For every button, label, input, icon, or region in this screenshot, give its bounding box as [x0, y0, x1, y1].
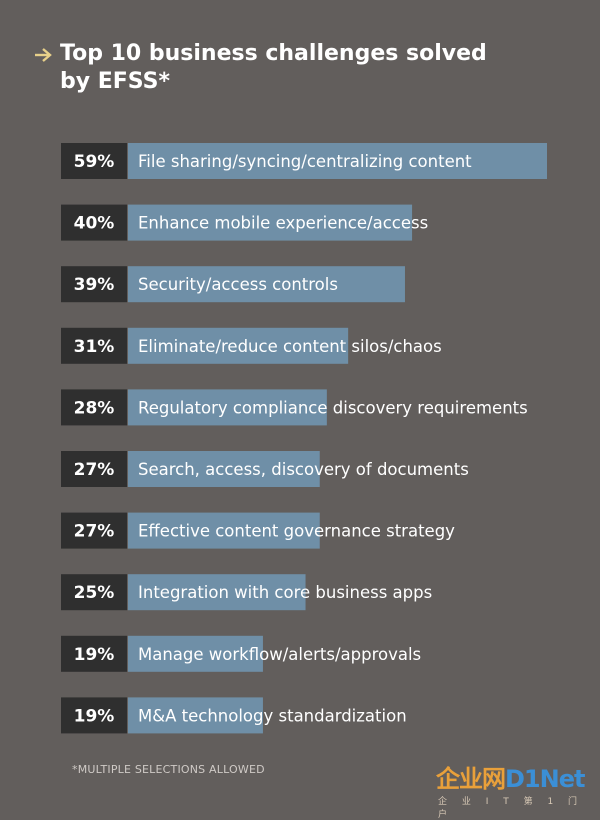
pct-label: 39%: [74, 275, 115, 295]
watermark-main: 企业网D1Net: [436, 764, 585, 794]
bar-row: 59% File sharing/syncing/centralizing con…: [61, 143, 547, 179]
bar-row: 31% Eliminate/reduce content silos/chaos: [61, 327, 442, 364]
category-label: Search, access, discovery of documents: [138, 460, 469, 479]
pct-box: [61, 574, 127, 611]
pct-label: 27%: [74, 460, 115, 480]
bar-row: 27% Effective content governance strategy: [61, 512, 455, 549]
bar-row: 25% Integration with core business apps: [61, 574, 432, 611]
watermark-sub: 企 业 I T 第 1 门 户: [438, 797, 584, 820]
pct-box: [61, 266, 127, 303]
arrow-right-icon: [35, 48, 52, 62]
bar: [128, 512, 320, 549]
bar-row: 40% Enhance mobile experience/access: [61, 204, 428, 241]
watermark-main-cn: 企业网: [436, 765, 506, 793]
bar: [128, 451, 320, 487]
category-label: Effective content governance strategy: [138, 522, 455, 541]
category-label: Security/access controls: [138, 275, 338, 294]
pct-box: [61, 143, 127, 179]
bar-row: 19% Manage workflow/alerts/approvals: [61, 635, 421, 672]
pct-box: [61, 697, 127, 734]
bar-row: 19% M&A technology standardization: [61, 697, 407, 734]
chart-title: Top 10 business challenges solved by EFS…: [60, 41, 487, 94]
bar-row: 39% Security/access controls: [61, 266, 405, 303]
pct-label: 27%: [74, 522, 115, 542]
pct-box: [61, 204, 127, 241]
bar: [128, 697, 263, 734]
pct-label: 59%: [74, 152, 115, 172]
category-label: File sharing/syncing/centralizing conten…: [138, 152, 472, 171]
watermark-brand: D1Net: [505, 765, 585, 793]
bar: [128, 327, 349, 364]
pct-label: 28%: [74, 398, 115, 418]
pct-box: [61, 512, 127, 549]
bar: [128, 204, 413, 241]
pct-label: 31%: [74, 337, 115, 357]
bar: [128, 143, 547, 179]
watermark-logo: 企业网D1Net 企 业 I T 第 1 门 户: [436, 764, 600, 820]
bar: [128, 635, 263, 672]
category-label: Eliminate/reduce content silos/chaos: [138, 337, 442, 356]
category-label: M&A technology standardization: [138, 706, 407, 725]
pct-box: [61, 451, 127, 487]
pct-box: [61, 635, 127, 672]
bar: [128, 266, 405, 303]
pct-label: 19%: [74, 645, 115, 665]
pct-label: 19%: [74, 706, 115, 726]
bar-row: 27% Search, access, discovery of document…: [61, 451, 469, 487]
footnote: *MULTIPLE SELECTIONS ALLOWED: [72, 763, 265, 776]
pct-box: [61, 389, 127, 426]
pct-label: 40%: [74, 214, 115, 234]
pct-label: 25%: [74, 583, 115, 603]
pct-box: [61, 327, 127, 364]
category-label: Integration with core business apps: [138, 583, 432, 602]
category-label: Manage workflow/alerts/approvals: [138, 645, 421, 664]
bar-row: 28% Regulatory compliance discovery requi…: [61, 389, 528, 426]
bar: [128, 389, 327, 426]
category-label: Enhance mobile experience/access: [138, 214, 428, 233]
category-label: Regulatory compliance discovery requirem…: [138, 398, 528, 417]
bar: [128, 574, 306, 611]
